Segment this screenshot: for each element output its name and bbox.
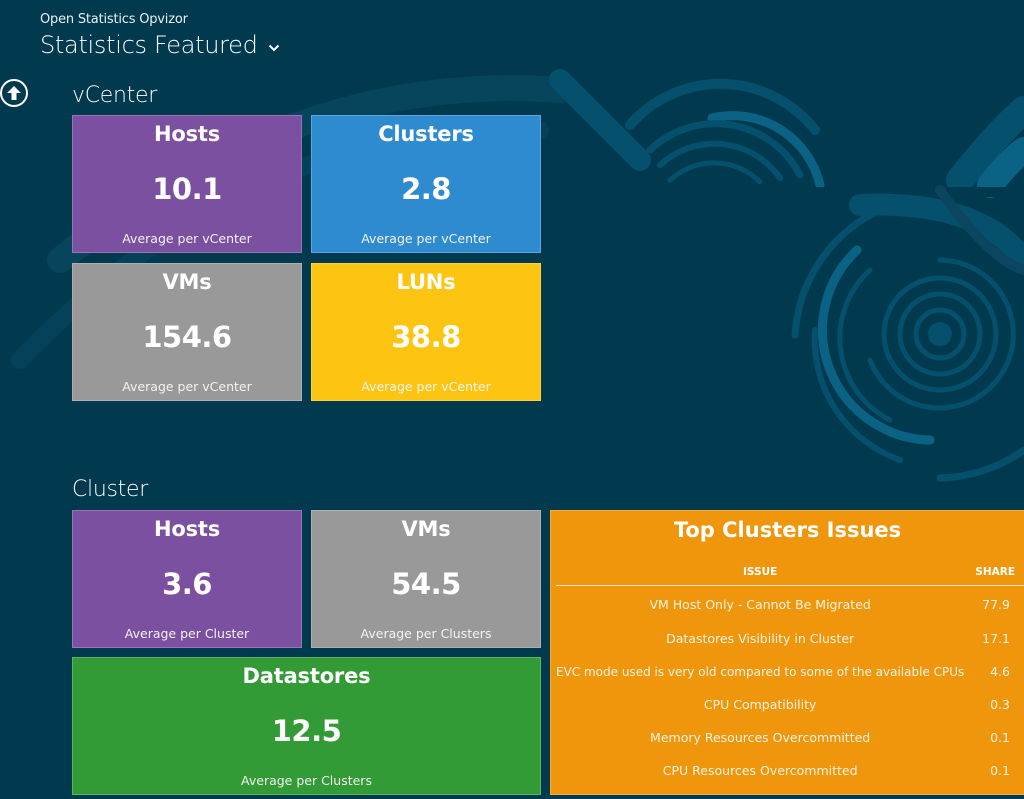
tile-value: 2.8 — [401, 172, 451, 206]
share-cell: 77.9 — [982, 596, 1010, 612]
tile-title: Hosts — [153, 517, 221, 541]
tile-title: Clusters — [378, 122, 474, 146]
tile-value: 10.1 — [152, 172, 222, 206]
table-row[interactable]: EVC mode used is very old compared to so… — [556, 655, 1024, 688]
tile-value: 154.6 — [142, 320, 232, 354]
issue-cell: VM Host Only - Cannot Be Migrated — [649, 596, 871, 612]
tile-cluster-datastores[interactable]: Datastores 12.5 Average per Clusters — [72, 657, 541, 795]
app-name: Open Statistics Opvizor — [40, 12, 188, 27]
share-cell: 4.6 — [990, 664, 1010, 679]
tile-cluster-hosts[interactable]: Hosts 3.6 Average per Cluster — [72, 510, 302, 648]
tile-value: 54.5 — [391, 567, 461, 601]
table-row[interactable]: VM Host Only - Cannot Be Migrated 77.9 — [556, 586, 1024, 623]
tile-subtitle: Average per vCenter — [122, 379, 252, 394]
share-cell: 17.1 — [982, 631, 1010, 646]
tile-vcenter-luns[interactable]: LUNs 38.8 Average per vCenter — [311, 263, 541, 401]
table-row[interactable]: Memory Resources Overcommitted 0.1 — [556, 721, 1024, 754]
issue-cell: CPU Resources Overcommitted — [662, 763, 858, 778]
tile-vcenter-hosts[interactable]: Hosts 10.1 Average per vCenter — [72, 115, 302, 253]
issues-table: ISSUE SHARE VM Host Only - Cannot Be Mig… — [556, 559, 1024, 787]
tile-value: 12.5 — [271, 714, 342, 748]
tile-subtitle: Average per vCenter — [361, 379, 491, 394]
arrow-up-circle-icon — [6, 85, 22, 101]
page-title-dropdown[interactable]: Statistics Featured — [40, 31, 280, 59]
tile-subtitle: Average per vCenter — [361, 231, 491, 246]
section-title-cluster: Cluster — [72, 477, 148, 502]
tile-vcenter-vms[interactable]: VMs 154.6 Average per vCenter — [72, 263, 302, 401]
share-cell: 0.1 — [990, 730, 1010, 745]
back-up-button[interactable] — [0, 79, 28, 107]
tile-cluster-vms[interactable]: VMs 54.5 Average per Clusters — [311, 510, 541, 648]
tile-value: 3.6 — [162, 567, 212, 601]
tile-title: Datastores — [242, 664, 371, 688]
tile-title: VMs — [401, 517, 451, 541]
page-title: Statistics Featured — [40, 31, 258, 59]
tile-subtitle: Average per vCenter — [122, 231, 252, 246]
share-cell: 0.3 — [990, 697, 1010, 712]
chevron-down-icon[interactable] — [268, 40, 280, 56]
section-title-vcenter: vCenter — [72, 83, 157, 108]
panel-title: Top Clusters Issues — [673, 518, 902, 542]
table-row[interactable]: CPU Resources Overcommitted 0.1 — [556, 754, 1024, 787]
issue-cell: CPU Compatibility — [703, 697, 817, 712]
tile-vcenter-clusters[interactable]: Clusters 2.8 Average per vCenter — [311, 115, 541, 253]
share-cell: 0.1 — [990, 763, 1010, 778]
tile-title: LUNs — [396, 270, 456, 294]
column-header-share[interactable]: SHARE — [964, 559, 1024, 586]
tile-title: VMs — [162, 270, 212, 294]
tile-value: 38.8 — [391, 320, 461, 354]
tile-title: Hosts — [153, 122, 221, 146]
table-row[interactable]: Datastores Visibility in Cluster 17.1 — [556, 622, 1024, 655]
issue-cell: Datastores Visibility in Cluster — [666, 631, 855, 646]
tile-subtitle: Average per Clusters — [241, 773, 372, 788]
table-row[interactable]: CPU Compatibility 0.3 — [556, 688, 1024, 721]
issue-cell: Memory Resources Overcommitted — [650, 730, 871, 745]
tile-subtitle: Average per Clusters — [360, 626, 492, 641]
issue-cell: EVC mode used is very old compared to so… — [556, 664, 965, 679]
top-clusters-issues-panel: Top Clusters Issues ISSUE SHARE VM Host … — [550, 510, 1024, 795]
column-header-issue[interactable]: ISSUE — [556, 559, 965, 586]
tile-subtitle: Average per Cluster — [124, 626, 250, 641]
